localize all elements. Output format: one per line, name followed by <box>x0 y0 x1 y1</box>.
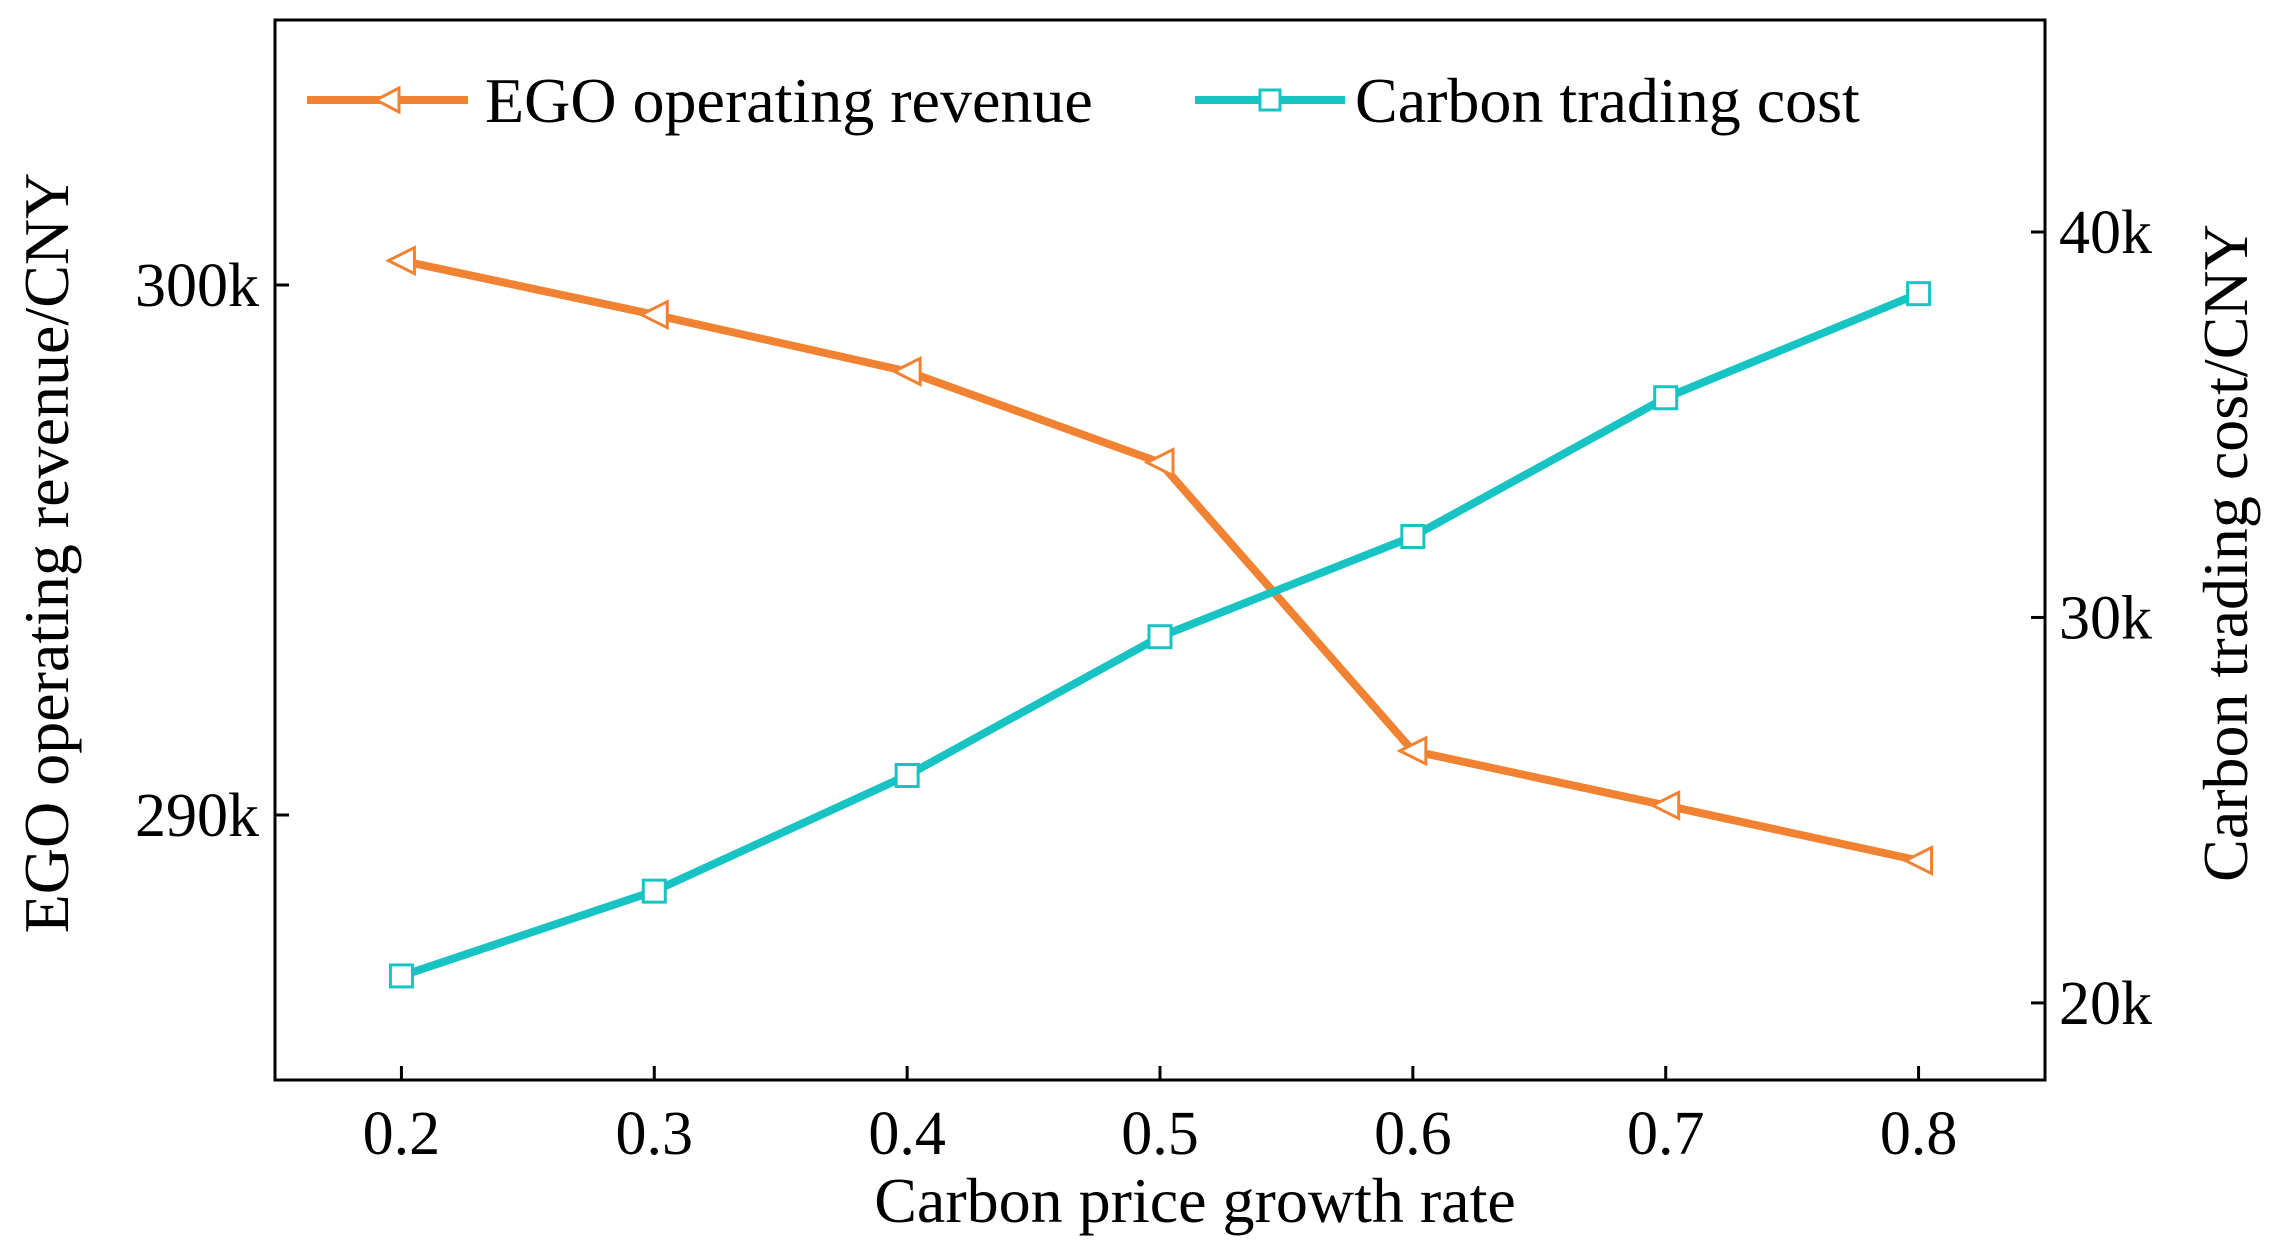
left-y-tick-label: 300k <box>135 252 259 320</box>
x-tick-label: 0.7 <box>1627 1100 1705 1168</box>
right-y-tick-label: 40k <box>2059 199 2152 267</box>
x-tick-label: 0.8 <box>1880 1100 1958 1168</box>
data-point-revenue <box>385 245 416 277</box>
legend-marker-revenue <box>372 85 401 115</box>
left-y-axis: 290k 300k <box>135 252 289 850</box>
data-point-revenue <box>1143 447 1175 478</box>
right-y-axis: 20k 30k 40k <box>2031 199 2152 1038</box>
x-axis-title: Carbon price growth rate <box>874 1165 1516 1236</box>
legend-label-cost: Carbon trading cost <box>1355 65 1860 136</box>
data-point-cost <box>388 963 414 989</box>
data-point-cost <box>641 878 667 904</box>
data-point-revenue <box>1649 790 1681 821</box>
legend-marker-cost <box>1258 88 1282 112</box>
left-y-axis-title: EGO operating revenue/CNY <box>11 173 82 934</box>
x-tick-label: 0.6 <box>1374 1100 1452 1168</box>
data-point-cost <box>1400 524 1426 550</box>
data-point-cost <box>1147 624 1173 650</box>
legend: EGO operating revenue Carbon trading cos… <box>307 65 1860 136</box>
right-y-tick-label: 30k <box>2059 584 2152 652</box>
plot-frame <box>273 18 2047 1082</box>
x-tick-label: 0.2 <box>363 1100 441 1168</box>
data-point-cost <box>894 762 920 788</box>
legend-label-revenue: EGO operating revenue <box>485 65 1093 136</box>
left-y-tick-label: 290k <box>135 782 259 850</box>
x-tick-label: 0.3 <box>616 1100 694 1168</box>
data-point-cost <box>1653 385 1679 411</box>
series-line-revenue <box>400 256 1920 865</box>
data-point-cost <box>1906 281 1932 307</box>
x-axis: 0.2 0.3 0.4 0.5 0.6 0.7 0.8 <box>363 1066 1958 1168</box>
series-layer <box>385 245 1934 989</box>
right-y-tick-label: 20k <box>2059 970 2152 1038</box>
x-tick-label: 0.4 <box>868 1100 946 1168</box>
data-point-revenue <box>637 299 669 331</box>
data-point-revenue <box>1902 845 1934 877</box>
x-tick-label: 0.5 <box>1121 1100 1199 1168</box>
data-point-revenue <box>890 355 922 387</box>
right-y-axis-title: Carbon trading cost/CNY <box>2190 224 2261 882</box>
data-point-revenue <box>1396 735 1428 767</box>
